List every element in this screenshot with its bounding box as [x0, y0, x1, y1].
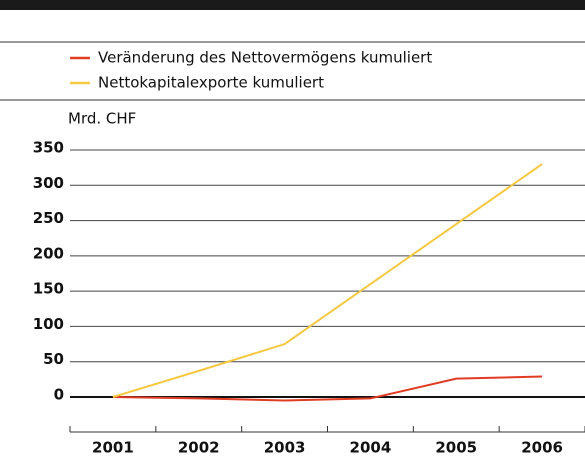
x-tick-label: 2002: [178, 439, 220, 457]
y-tick-label: 200: [33, 244, 64, 262]
y-tick-label: 150: [33, 280, 64, 298]
legend-label: Veränderung des Nettovermögens kumuliert: [98, 49, 432, 67]
x-tick-label: 2003: [264, 439, 306, 457]
legend-label: Nettokapitalexporte kumuliert: [98, 74, 324, 92]
y-tick-label: 300: [33, 174, 64, 192]
y-tick-label: 250: [33, 209, 64, 227]
y-tick-label: 100: [33, 315, 64, 333]
x-tick-label: 2005: [435, 439, 477, 457]
series-line: [112, 375, 543, 402]
series-line: [112, 163, 543, 398]
x-tick-label: 2004: [350, 439, 392, 457]
y-tick-label: 50: [43, 350, 64, 368]
y-tick-label: 350: [33, 139, 64, 157]
y-tick-label: 0: [54, 386, 64, 404]
y-axis-label: Mrd. CHF: [68, 110, 136, 128]
x-tick-label: 2006: [521, 439, 563, 457]
x-tick-label: 2001: [92, 439, 134, 457]
top-bar: [0, 0, 585, 10]
